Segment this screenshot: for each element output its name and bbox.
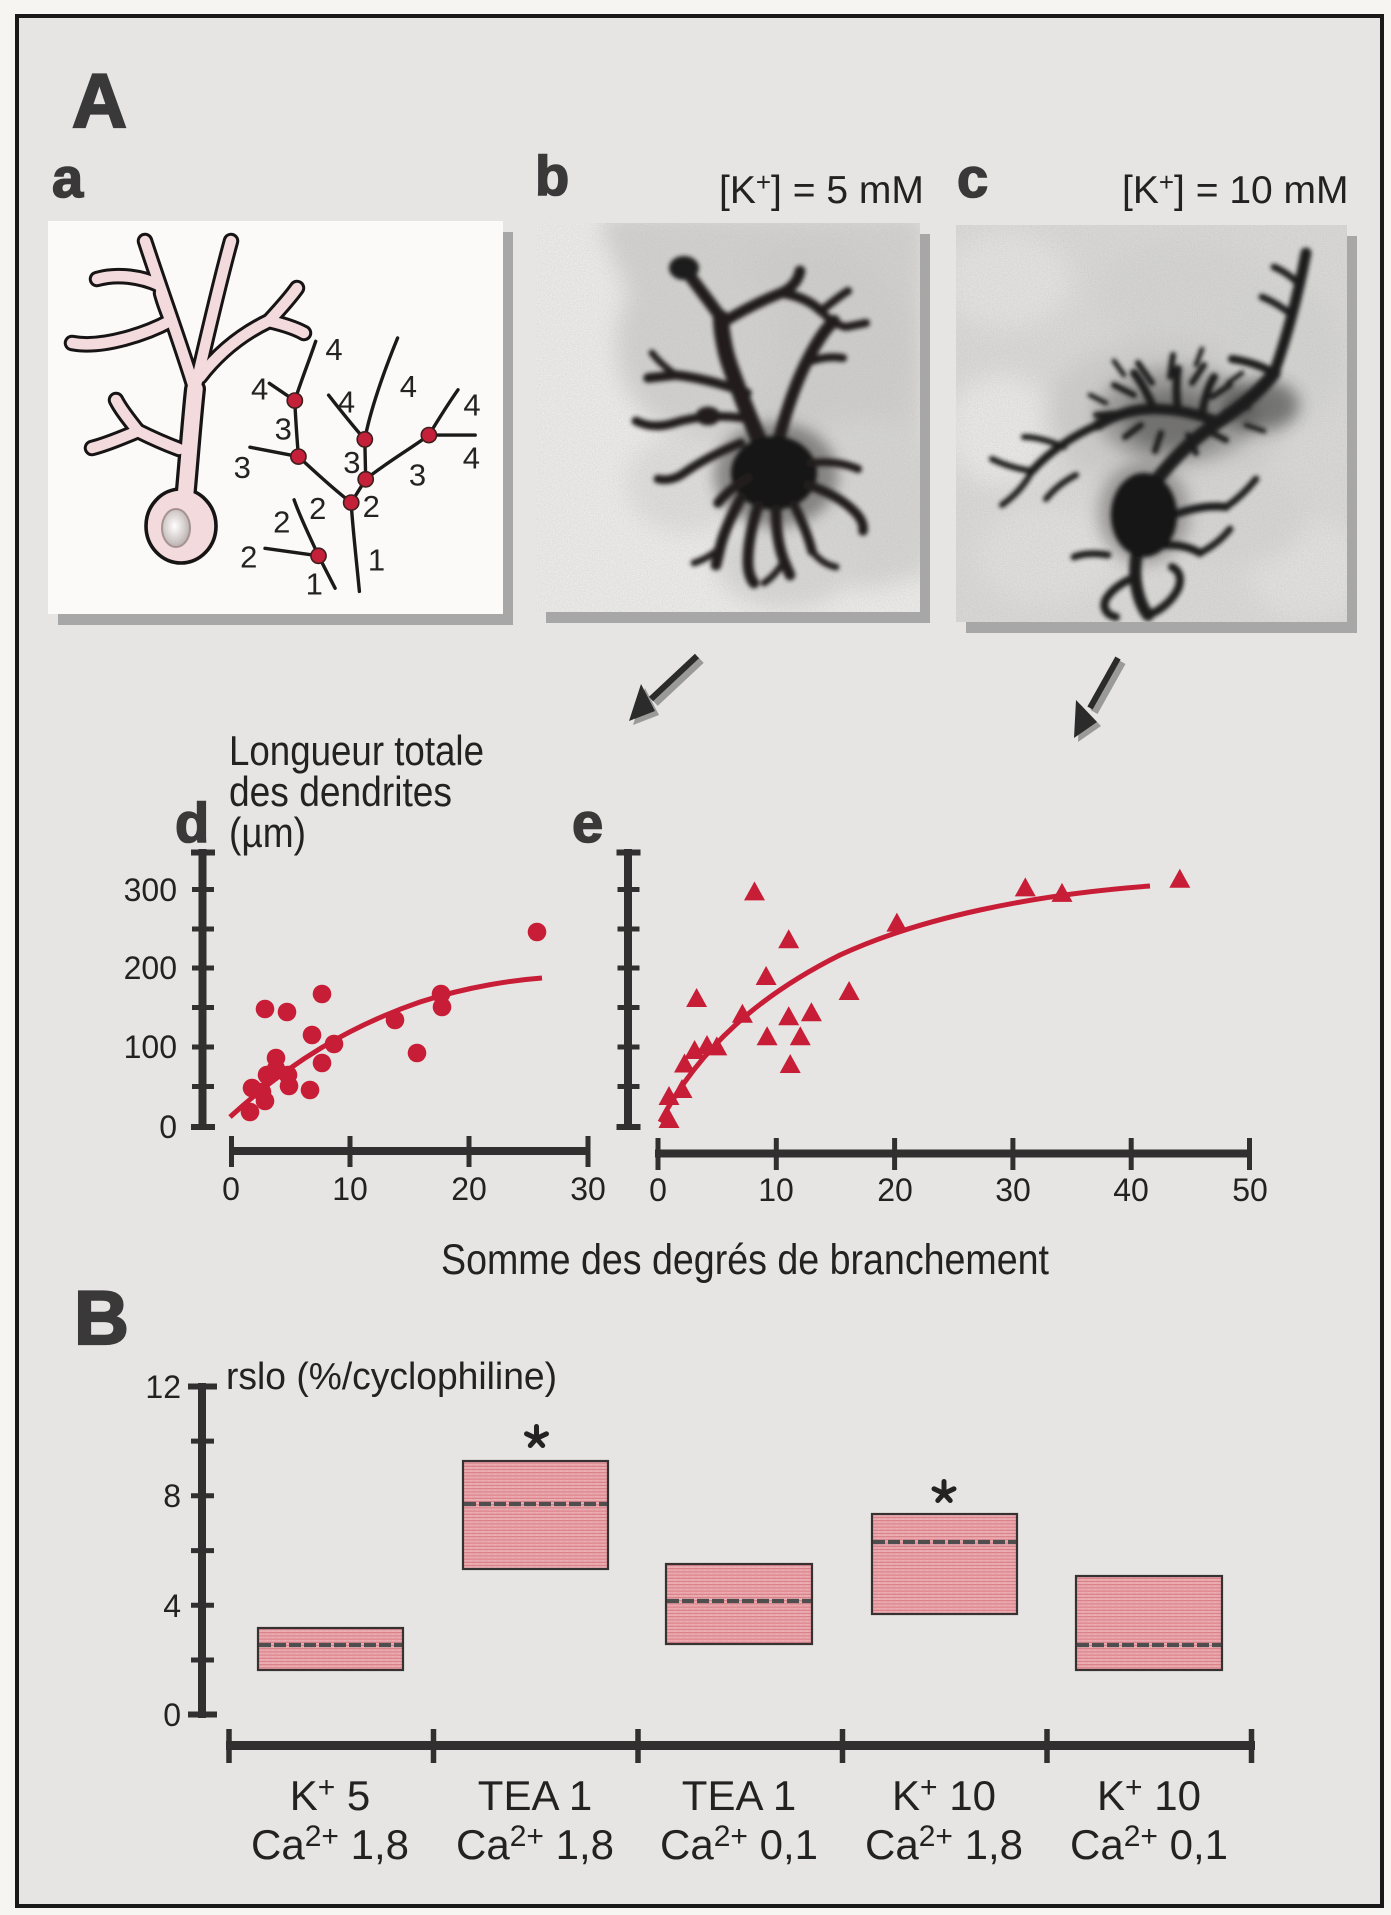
svg-text:4: 4: [400, 369, 417, 404]
svg-text:100: 100: [124, 1029, 177, 1065]
svg-text:(µm): (µm): [229, 809, 306, 856]
svg-text:8: 8: [163, 1478, 181, 1514]
svg-text:1: 1: [306, 566, 323, 601]
svg-text:30: 30: [995, 1172, 1031, 1208]
svg-text:0: 0: [222, 1171, 240, 1207]
svg-text:K+ 5: K+ 5: [290, 1771, 371, 1819]
svg-text:3: 3: [275, 412, 292, 447]
svg-text:20: 20: [451, 1171, 487, 1207]
svg-text:Somme des degrés de branchemen: Somme des degrés de branchement: [441, 1236, 1049, 1284]
svg-text:50: 50: [1232, 1172, 1268, 1208]
svg-text:2: 2: [363, 489, 380, 524]
svg-text:A: A: [72, 59, 127, 144]
svg-text:30: 30: [570, 1171, 606, 1207]
svg-text:[K+] = 10 mM: [K+] = 10 mM: [1122, 167, 1349, 212]
svg-text:10: 10: [758, 1172, 794, 1208]
svg-text:4: 4: [251, 372, 268, 407]
svg-text:TEA 1: TEA 1: [478, 1772, 592, 1819]
svg-text:Ca2+ 1,8: Ca2+ 1,8: [456, 1820, 614, 1868]
svg-text:d: d: [175, 791, 209, 854]
svg-text:20: 20: [877, 1172, 913, 1208]
svg-text:4: 4: [463, 388, 480, 423]
svg-text:TEA 1: TEA 1: [682, 1772, 796, 1819]
svg-text:1: 1: [368, 543, 385, 578]
svg-text:300: 300: [124, 872, 177, 908]
svg-text:2: 2: [240, 539, 257, 574]
svg-text:0: 0: [159, 1109, 177, 1145]
svg-text:b: b: [535, 144, 569, 207]
svg-text:2: 2: [273, 504, 290, 539]
svg-text:Ca2+ 1,8: Ca2+ 1,8: [865, 1820, 1023, 1868]
svg-text:200: 200: [124, 950, 177, 986]
svg-text:4: 4: [163, 1588, 181, 1624]
svg-text:Ca2+ 0,1: Ca2+ 0,1: [1070, 1820, 1228, 1868]
svg-text:Ca2+ 1,8: Ca2+ 1,8: [251, 1820, 409, 1868]
svg-text:12: 12: [145, 1369, 181, 1405]
svg-text:3: 3: [409, 457, 426, 492]
svg-text:4: 4: [325, 332, 342, 367]
svg-text:c: c: [957, 146, 988, 209]
svg-text:rslo (%/cyclophiline): rslo (%/cyclophiline): [226, 1356, 557, 1398]
svg-text:B: B: [74, 1276, 129, 1361]
svg-text:K+ 10: K+ 10: [892, 1771, 996, 1819]
svg-text:K+ 10: K+ 10: [1097, 1771, 1201, 1819]
svg-text:40: 40: [1113, 1172, 1149, 1208]
svg-text:4: 4: [463, 441, 480, 476]
svg-text:0: 0: [649, 1172, 667, 1208]
svg-text:a: a: [52, 146, 84, 209]
svg-text:e: e: [572, 791, 603, 854]
svg-text:Longueur totale: Longueur totale: [229, 727, 484, 774]
svg-text:4: 4: [338, 385, 355, 420]
svg-text:0: 0: [163, 1697, 181, 1733]
svg-text:des dendrites: des dendrites: [229, 768, 452, 815]
svg-text:2: 2: [309, 491, 326, 526]
svg-text:Ca2+ 0,1: Ca2+ 0,1: [660, 1820, 818, 1868]
svg-text:10: 10: [332, 1171, 368, 1207]
svg-text:3: 3: [343, 445, 360, 480]
svg-text:3: 3: [234, 450, 251, 485]
svg-text:[K+] = 5 mM: [K+] = 5 mM: [719, 167, 924, 212]
